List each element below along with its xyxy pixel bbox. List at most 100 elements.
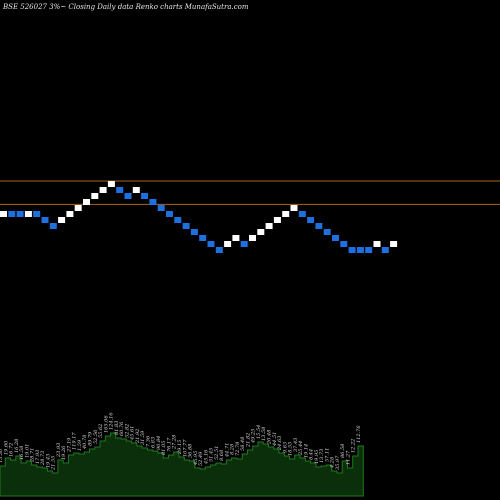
- renko-brick-up: [373, 241, 381, 247]
- volume-label: 29.15: [177, 440, 183, 455]
- renko-brick-down: [116, 187, 124, 193]
- renko-brick-up: [0, 211, 7, 217]
- volume-label: 49.25: [251, 429, 257, 444]
- renko-brick-down: [298, 211, 306, 217]
- volume-label: 76.17: [167, 437, 173, 452]
- volume-label: 19.43: [45, 454, 51, 468]
- renko-brick-up: [390, 241, 398, 247]
- volume-label: 13.73: [319, 449, 325, 463]
- volume-label: 19.14: [303, 444, 309, 458]
- renko-brick-down: [41, 217, 49, 223]
- renko-brick-up: [24, 211, 32, 217]
- volume-label: 124.16: [109, 412, 115, 430]
- renko-bricks: [0, 181, 398, 253]
- volume-label: 51.45: [209, 448, 215, 462]
- renko-brick-down: [16, 211, 24, 217]
- volume-label: 37.43: [293, 438, 299, 452]
- volume-label: 45.16: [203, 449, 209, 465]
- volume-label: 1.59: [77, 439, 83, 451]
- volume-label: 19.95: [314, 450, 320, 464]
- renko-brick-up: [290, 205, 298, 211]
- volume-label: 19.01: [24, 444, 30, 458]
- volume-label: 21.92: [135, 429, 141, 444]
- chart-title: BSE 526027 3%~ Closing Daily data Renko …: [2, 3, 249, 11]
- volume-label: 19.60: [3, 440, 9, 455]
- volume-label: 40.78: [82, 435, 88, 450]
- volume-label: 35.97: [335, 455, 341, 470]
- volume-label: 23.93: [56, 443, 62, 458]
- volume-label: 81.05: [161, 441, 167, 455]
- volume-label: 72.78: [235, 442, 241, 456]
- renko-brick-up: [74, 205, 82, 211]
- renko-brick-up: [257, 229, 265, 235]
- volume-label: 6.83: [151, 437, 157, 448]
- volume-label: 45.61: [130, 426, 136, 441]
- volume-area: [0, 432, 364, 497]
- renko-brick-up: [282, 211, 290, 217]
- volume-label: 58.48: [240, 437, 246, 451]
- volume-label: 16.72: [9, 443, 15, 457]
- renko-brick-down: [215, 247, 223, 253]
- renko-brick-up: [273, 217, 281, 223]
- volume-label: 52.82: [124, 424, 130, 438]
- volume-label: 112.76: [356, 425, 362, 443]
- renko-brick-down: [49, 223, 57, 229]
- volume-label: 107.77: [182, 439, 188, 457]
- volume-label: 28.71: [30, 448, 36, 463]
- volume-panel: [0, 432, 364, 497]
- volume-label: 119.17: [72, 432, 78, 450]
- renko-brick-down: [199, 235, 207, 241]
- volume-label: 21.82: [245, 433, 251, 448]
- volume-label: 81.83: [114, 421, 120, 435]
- renko-brick-up: [107, 181, 115, 187]
- volume-label: 21.55: [51, 456, 57, 471]
- volume-label: 24.63: [277, 436, 283, 451]
- volume-label: 28.73: [40, 451, 46, 466]
- renko-brick-down: [166, 211, 173, 217]
- volume-label: 60.76: [119, 421, 125, 436]
- renko-brick-down: [348, 247, 356, 253]
- volume-label: 8.44: [309, 449, 315, 460]
- renko-brick-up: [132, 187, 140, 193]
- renko-brick-down: [307, 217, 315, 223]
- renko-brick-down: [315, 223, 323, 229]
- volume-label: 44.51: [272, 432, 278, 447]
- renko-brick-up: [265, 223, 273, 229]
- volume-label: 9.63: [282, 442, 288, 453]
- renko-brick-down: [174, 217, 182, 223]
- renko-brick-up: [249, 235, 256, 241]
- renko-brick-down: [240, 241, 248, 247]
- renko-brick-down: [190, 229, 198, 235]
- renko-brick-up: [232, 235, 240, 241]
- volume-label: 44.71: [224, 443, 230, 458]
- volume-label: 89.79: [88, 431, 94, 446]
- volume-label: 27.28: [172, 435, 178, 450]
- renko-brick-down: [141, 193, 149, 199]
- renko-brick-up: [66, 211, 74, 217]
- volume-label: 52.51: [214, 446, 220, 460]
- volume-label: 86.58: [340, 444, 346, 458]
- renko-brick-up: [99, 187, 107, 193]
- renko-brick-down: [323, 229, 331, 235]
- volume-label: 18.55: [288, 442, 294, 456]
- volume-label: 52.49: [198, 451, 204, 466]
- renko-brick-down: [356, 247, 364, 253]
- renko-brick-down: [124, 193, 132, 199]
- volume-label: 36.88: [188, 444, 194, 458]
- volume-label: 165.06: [103, 415, 109, 433]
- renko-brick-up: [58, 217, 66, 223]
- volume-label: 16.58: [19, 446, 25, 460]
- volume-label: 11.27: [346, 450, 352, 465]
- renko-brick-up: [83, 199, 90, 205]
- volume-label: 13.30: [0, 448, 4, 463]
- volume-label: 27.19: [66, 437, 72, 453]
- volume-label: 31.59: [140, 430, 146, 445]
- renko-brick-down: [157, 205, 165, 211]
- volume-label: 52.56: [93, 429, 99, 444]
- renko-brick-down: [332, 235, 339, 241]
- renko-brick-up: [224, 241, 232, 247]
- volume-label: 25.44: [298, 441, 304, 456]
